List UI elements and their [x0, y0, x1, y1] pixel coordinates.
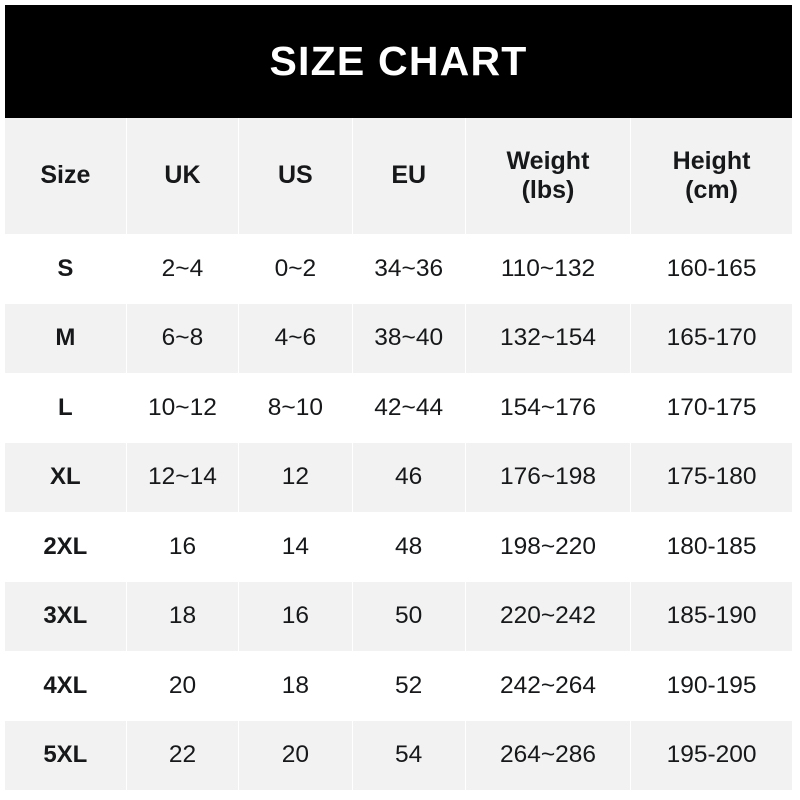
column-header-uk: UK — [126, 118, 240, 234]
table-row: 4XL 20 18 52 242~264 190-195 — [5, 651, 792, 721]
column-header-us: US — [238, 118, 353, 234]
table-row: M 6~8 4~6 38~40 132~154 165-170 — [5, 303, 792, 373]
cell-weight: 264~286 — [465, 720, 632, 790]
table-body: S 2~4 0~2 34~36 110~132 160-165 M 6~8 4~6 38~40 13… — [5, 234, 792, 790]
cell-us: 18 — [238, 651, 353, 721]
cell-eu: 34~36 — [352, 234, 466, 304]
column-header-eu: EU — [352, 118, 466, 234]
cell-eu: 46 — [352, 442, 466, 512]
cell-height: 185-190 — [630, 581, 792, 651]
column-header-weight: Weight (lbs) — [465, 118, 632, 234]
cell-height: 195-200 — [630, 720, 792, 790]
column-header-sublabel: (cm) — [685, 176, 738, 204]
cell-us: 20 — [238, 720, 353, 790]
cell-weight: 198~220 — [465, 512, 632, 582]
cell-uk: 16 — [126, 512, 240, 582]
table-row: S 2~4 0~2 34~36 110~132 160-165 — [5, 234, 792, 304]
cell-weight: 132~154 — [465, 303, 632, 373]
cell-us: 4~6 — [238, 303, 353, 373]
cell-size: M — [5, 303, 127, 373]
cell-eu: 50 — [352, 581, 466, 651]
cell-weight: 176~198 — [465, 442, 632, 512]
cell-size: L — [5, 373, 127, 443]
table-row: 5XL 22 20 54 264~286 195-200 — [5, 720, 792, 790]
cell-eu: 54 — [352, 720, 466, 790]
cell-height: 180-185 — [630, 512, 792, 582]
table-header: Size UK US EU Weight (lbs) Height (cm) — [5, 118, 792, 234]
cell-size: 5XL — [5, 720, 127, 790]
cell-size: S — [5, 234, 127, 304]
cell-height: 170-175 — [630, 373, 792, 443]
cell-size: XL — [5, 442, 127, 512]
cell-weight: 110~132 — [465, 234, 632, 304]
cell-height: 175-180 — [630, 442, 792, 512]
cell-weight: 220~242 — [465, 581, 632, 651]
cell-weight: 154~176 — [465, 373, 632, 443]
cell-us: 12 — [238, 442, 353, 512]
cell-us: 14 — [238, 512, 353, 582]
column-header-sublabel: (lbs) — [521, 176, 575, 204]
cell-size: 2XL — [5, 512, 127, 582]
cell-eu: 52 — [352, 651, 466, 721]
cell-us: 16 — [238, 581, 353, 651]
cell-eu: 38~40 — [352, 303, 466, 373]
table-row: 2XL 16 14 48 198~220 180-185 — [5, 512, 792, 582]
column-header-size: Size — [5, 118, 127, 234]
cell-eu: 48 — [352, 512, 466, 582]
cell-weight: 242~264 — [465, 651, 632, 721]
cell-height: 190-195 — [630, 651, 792, 721]
cell-height: 160-165 — [630, 234, 792, 304]
column-header-label: EU — [391, 161, 427, 190]
page-title: SIZE CHART — [269, 38, 528, 84]
column-header-label: Weight — [506, 146, 590, 175]
cell-us: 8~10 — [238, 373, 353, 443]
table-row: L 10~12 8~10 42~44 154~176 170-175 — [5, 373, 792, 443]
title-banner: SIZE CHART — [5, 5, 792, 118]
column-header-label: US — [278, 161, 313, 190]
table-row: 3XL 18 16 50 220~242 185-190 — [5, 581, 792, 651]
column-header-label: Height — [672, 146, 751, 175]
size-chart-table: Size UK US EU Weight (lbs) Height (cm) S 2~4 0~2 3… — [5, 118, 792, 790]
cell-size: 3XL — [5, 581, 127, 651]
table-row: XL 12~14 12 46 176~198 175-180 — [5, 442, 792, 512]
cell-size: 4XL — [5, 651, 127, 721]
cell-eu: 42~44 — [352, 373, 466, 443]
column-header-label: Size — [40, 161, 91, 190]
header-row: Size UK US EU Weight (lbs) Height (cm) — [5, 118, 792, 234]
cell-uk: 2~4 — [126, 234, 240, 304]
cell-uk: 6~8 — [126, 303, 240, 373]
column-header-height: Height (cm) — [630, 118, 792, 234]
cell-uk: 18 — [126, 581, 240, 651]
cell-uk: 10~12 — [126, 373, 240, 443]
cell-us: 0~2 — [238, 234, 353, 304]
cell-uk: 12~14 — [126, 442, 240, 512]
cell-height: 165-170 — [630, 303, 792, 373]
column-header-label: UK — [164, 161, 201, 190]
cell-uk: 20 — [126, 651, 240, 721]
cell-uk: 22 — [126, 720, 240, 790]
